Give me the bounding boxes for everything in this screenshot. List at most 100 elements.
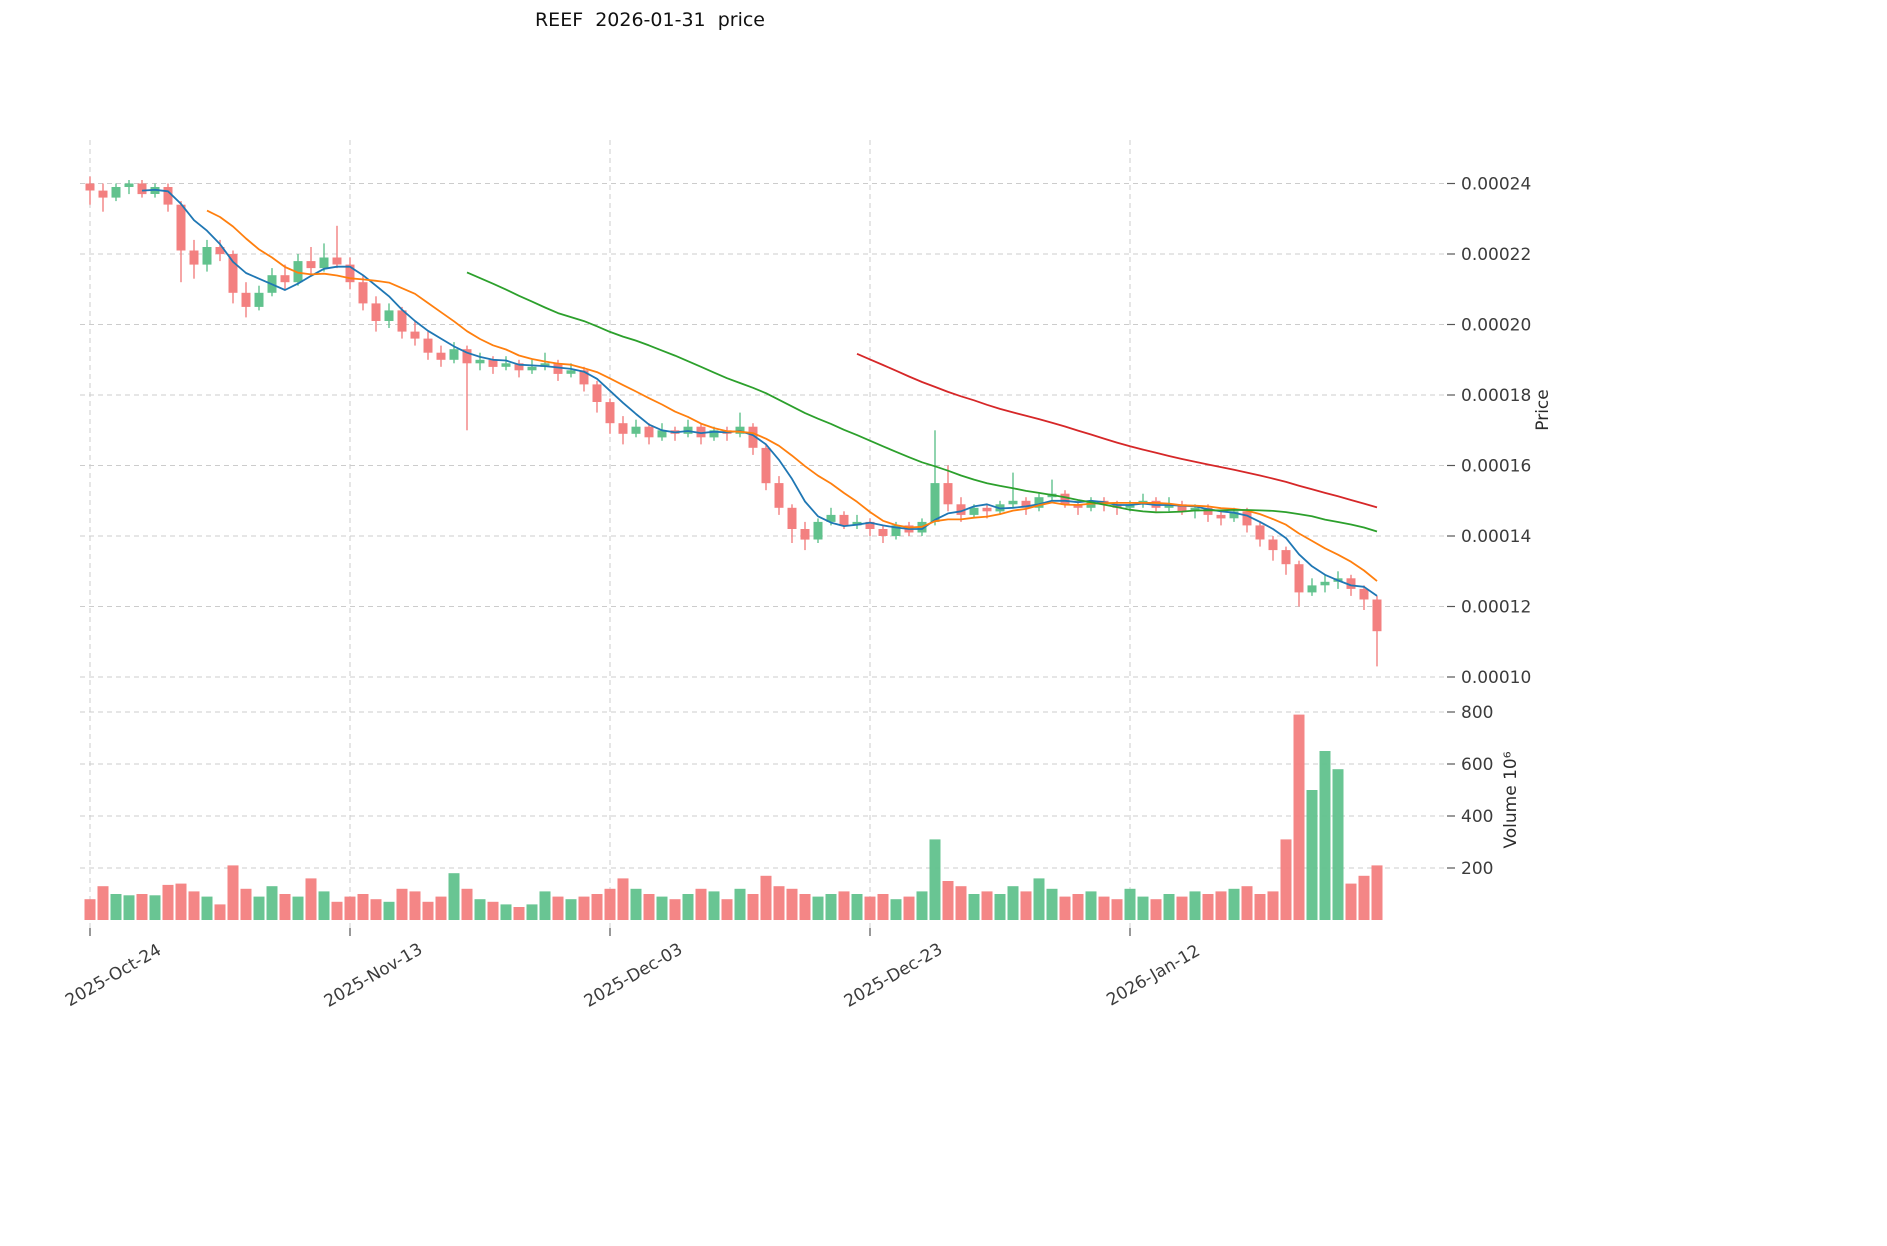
- candle-body: [111, 187, 121, 198]
- volume-axis-title: Volume 10⁶: [1501, 751, 1521, 848]
- volume-tick-label: 400: [1461, 807, 1493, 827]
- volume-bar: [292, 896, 304, 920]
- volume-bar: [1228, 888, 1240, 920]
- candle-body: [397, 310, 407, 332]
- candle-body: [319, 257, 329, 269]
- volume-bar: [474, 899, 486, 920]
- volume-bar: [396, 888, 408, 920]
- candle-body: [839, 514, 849, 526]
- volume-bar: [279, 894, 291, 920]
- candle-body: [618, 423, 628, 434]
- volume-bar: [1306, 790, 1318, 920]
- volume-bar: [1033, 878, 1045, 920]
- volume-bar: [1098, 896, 1110, 920]
- date-tick-label: 2025-Dec-23: [841, 939, 946, 1011]
- candle-body: [644, 426, 654, 438]
- candle-body: [228, 254, 238, 293]
- volume-bar: [1280, 839, 1292, 920]
- volume-bar: [487, 901, 499, 920]
- candle-body: [371, 303, 381, 321]
- volume-bar: [1332, 769, 1344, 920]
- volume-bar: [838, 891, 850, 920]
- candle-body: [982, 507, 992, 512]
- candle-body: [891, 525, 901, 536]
- ma-sma10-line: [206, 209, 1378, 582]
- volume-bar: [591, 894, 603, 920]
- candle-body: [384, 310, 394, 321]
- volume-bar: [682, 894, 694, 920]
- volume-tick-label: 200: [1461, 859, 1493, 879]
- candle-body: [436, 352, 446, 360]
- candle-body: [566, 370, 576, 374]
- candle-body: [345, 264, 355, 283]
- candle-body: [1242, 511, 1252, 526]
- volume-bar: [708, 891, 720, 920]
- volume-bar: [1189, 891, 1201, 920]
- candlestick-series: [85, 176, 1382, 667]
- volume-bar: [422, 901, 434, 920]
- volume-bar: [812, 896, 824, 920]
- volume-bar: [1137, 896, 1149, 920]
- ma-sma60-line: [856, 352, 1378, 509]
- volume-bar: [149, 895, 161, 920]
- moving-average-lines: [141, 188, 1378, 597]
- volume-bar: [1150, 899, 1162, 920]
- volume-bar: [851, 894, 863, 920]
- volume-bar: [552, 896, 564, 920]
- candle-body: [176, 204, 186, 251]
- candle-body: [969, 507, 979, 515]
- candle-body: [137, 183, 147, 195]
- volume-bar: [916, 891, 928, 920]
- volume-bar: [955, 886, 967, 920]
- volume-bar: [1111, 899, 1123, 920]
- volume-bar: [1215, 891, 1227, 920]
- candle-body: [878, 529, 888, 536]
- volume-bar: [747, 894, 759, 920]
- volume-bar: [890, 899, 902, 920]
- volume-bar: [1072, 894, 1084, 920]
- volume-bar: [240, 888, 252, 920]
- volume-bar: [123, 895, 135, 920]
- candle-body: [202, 247, 212, 265]
- volume-bar: [1241, 886, 1253, 920]
- candle-body: [475, 359, 485, 364]
- candle-body: [956, 504, 966, 515]
- candle-body: [1320, 581, 1330, 586]
- volume-bar: [500, 904, 512, 920]
- candle-body: [787, 507, 797, 529]
- volume-bar: [565, 899, 577, 920]
- volume-bar: [201, 896, 213, 920]
- candle-body: [254, 292, 264, 307]
- volume-bar: [669, 899, 681, 920]
- gridlines: [80, 140, 1445, 928]
- price-tick-label: 0.00012: [1461, 598, 1531, 618]
- date-tick-label: 2025-Nov-13: [321, 940, 426, 1012]
- volume-bar: [1046, 888, 1058, 920]
- price-tick-label: 0.00014: [1461, 527, 1531, 547]
- volume-bar: [188, 891, 200, 920]
- volume-bar: [1176, 896, 1188, 920]
- volume-bar: [1319, 751, 1331, 920]
- candle-body: [1112, 504, 1122, 508]
- candle-body: [449, 349, 459, 360]
- volume-bar: [1007, 886, 1019, 920]
- volume-bars: [84, 714, 1383, 920]
- volume-bar: [877, 894, 889, 920]
- candle-body: [241, 292, 251, 307]
- volume-bar: [773, 886, 785, 920]
- volume-bar: [253, 896, 265, 920]
- date-tick-label: 2025-Dec-03: [581, 939, 686, 1011]
- volume-bar: [604, 888, 616, 920]
- volume-bar: [318, 891, 330, 920]
- price-tick-label: 0.00022: [1461, 245, 1531, 265]
- candle-body: [527, 366, 537, 371]
- candle-body: [1073, 504, 1083, 508]
- candle-body: [1372, 599, 1382, 632]
- volume-bar: [786, 888, 798, 920]
- volume-bar: [1085, 891, 1097, 920]
- volume-bar: [994, 894, 1006, 920]
- candle-body: [1216, 514, 1226, 519]
- candle-body: [1346, 578, 1356, 589]
- candle-body: [1359, 588, 1369, 600]
